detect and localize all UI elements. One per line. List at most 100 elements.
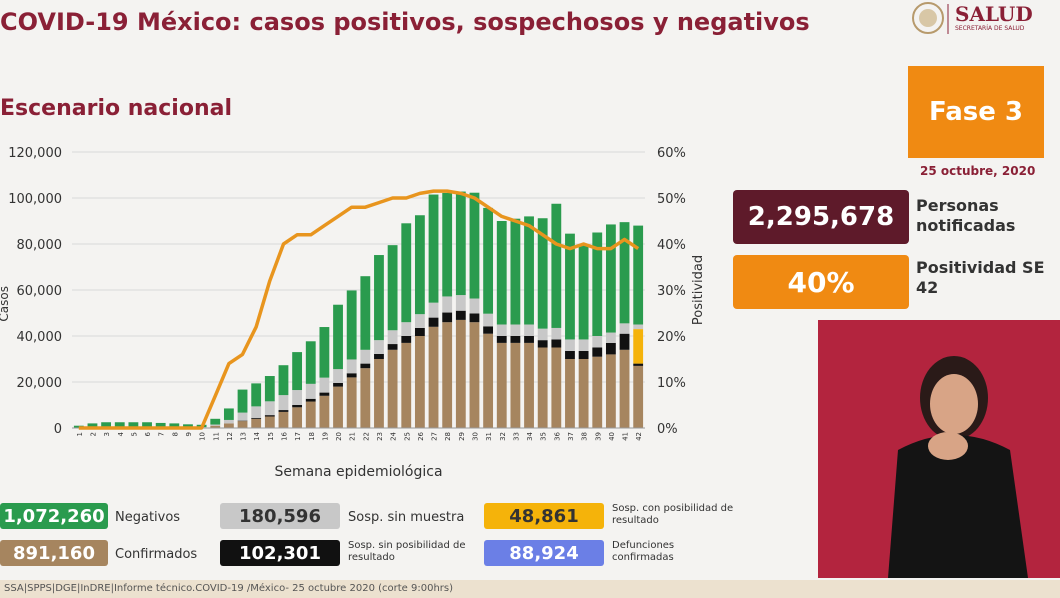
bar-segment [633, 324, 644, 330]
y2-tick-label: 40% [657, 238, 686, 253]
bar-segment [333, 369, 343, 383]
bar-segment [510, 342, 521, 428]
x-tick-label: 19 [321, 432, 329, 441]
bar-segment [305, 401, 316, 428]
bar-segment [401, 342, 412, 428]
legend-negativos-label: Negativos [115, 510, 181, 525]
bar-segment [633, 363, 644, 366]
bar-segment [414, 327, 425, 336]
bar-segment [346, 359, 357, 374]
legend-sosp-con-posibilidad-label: Sosp. con posibilidad de resultado [612, 503, 734, 526]
y-axis-title: Casos [0, 286, 11, 322]
bar-segment [346, 373, 357, 378]
bar-segment [496, 336, 507, 343]
bar-segment [237, 389, 248, 413]
bar-segment [333, 304, 343, 370]
bar-segment [401, 336, 412, 343]
bar-segment [524, 324, 534, 336]
bar-segment [524, 216, 534, 325]
x-tick-label: 10 [199, 432, 207, 441]
x-tick-label: 8 [171, 432, 179, 436]
bar-segment [592, 232, 603, 336]
bar-segment [483, 326, 494, 334]
bar-segment [469, 192, 480, 299]
bar-segment [264, 401, 275, 416]
y2-axis-title: Positividad [691, 255, 706, 325]
bar-segment [455, 310, 466, 320]
bar-segment [619, 349, 630, 428]
bar-segment [210, 425, 221, 428]
bar-segment [374, 359, 384, 428]
bar-segment [387, 245, 398, 331]
x-tick-label: 23 [376, 432, 384, 441]
bar-segment [374, 353, 384, 359]
bar-segment [319, 395, 330, 428]
bar-segment [483, 313, 494, 327]
bar-segment [605, 342, 616, 355]
x-tick-label: 20 [335, 432, 343, 441]
kpi-notified-label: Personas notificadas [916, 196, 1016, 235]
x-tick-label: 36 [553, 431, 561, 440]
bar-segment [633, 365, 644, 428]
bar-segment [319, 327, 330, 378]
bar-segment [292, 405, 303, 408]
bar-segment [387, 344, 398, 350]
interpreter-figure-icon [888, 356, 1028, 578]
x-tick-label: 2 [89, 432, 97, 436]
x-axis-title: Semana epidemiológica [274, 464, 442, 480]
phase-badge: Fase 3 [908, 66, 1044, 158]
x-tick-label: 28 [444, 432, 452, 441]
legend-confirmados-label: Confirmados [115, 547, 198, 562]
x-tick-label: 26 [417, 431, 425, 440]
x-tick-label: 1 [76, 432, 84, 436]
x-tick-label: 34 [526, 431, 534, 440]
bar-segment [442, 312, 453, 323]
x-tick-label: 9 [185, 432, 193, 436]
bar-segment [496, 342, 507, 428]
x-tick-label: 37 [567, 432, 575, 441]
y2-tick-label: 60% [657, 146, 686, 161]
x-tick-label: 39 [594, 432, 602, 441]
bar-segment [374, 255, 384, 341]
x-tick-label: 40 [608, 432, 616, 441]
y2-tick-label: 10% [657, 376, 686, 391]
x-tick-label: 32 [499, 432, 507, 441]
bar-segment [155, 422, 166, 428]
bar-segment [360, 276, 371, 350]
legend-sosp-sin-muestra-value: 180,596 [220, 503, 340, 529]
bar-segment [442, 192, 453, 297]
bar-segment [360, 349, 371, 364]
bar-segment [142, 422, 152, 428]
bar-segment [292, 390, 303, 405]
bar-segment [292, 407, 303, 428]
x-tick-label: 27 [431, 432, 439, 441]
bar-segment [401, 223, 412, 323]
bar-segment [374, 340, 384, 354]
x-tick-label: 16 [280, 431, 288, 440]
x-tick-label: 4 [117, 431, 125, 436]
x-tick-label: 13 [240, 432, 248, 441]
legend-defunciones-label: Defunciones confirmadas [612, 540, 675, 563]
bar-segment [551, 203, 562, 328]
y-tick-label: 40,000 [17, 330, 63, 345]
x-tick-label: 33 [512, 432, 520, 441]
bar-segment [619, 323, 630, 334]
bar-segment [264, 416, 275, 428]
x-tick-label: 14 [253, 431, 261, 440]
bar-segment [264, 376, 275, 402]
bar-segment [210, 424, 221, 426]
y2-tick-label: 50% [657, 192, 686, 207]
page-title: COVID-19 México: casos positivos, sospec… [0, 8, 810, 36]
bar-segment [605, 224, 616, 333]
logo-subtext: SECRETARÍA DE SALUD [955, 25, 1025, 32]
bar-segment [183, 424, 193, 428]
x-tick-label: 25 [403, 432, 411, 441]
bar-segment [346, 377, 357, 428]
bar-segment [128, 422, 139, 428]
y2-tick-label: 0% [657, 422, 678, 437]
bar-segment [619, 222, 630, 324]
bar-segment [469, 322, 480, 428]
bar-segment [537, 218, 548, 329]
bar-segment [251, 417, 262, 419]
bar-segment [210, 418, 221, 425]
